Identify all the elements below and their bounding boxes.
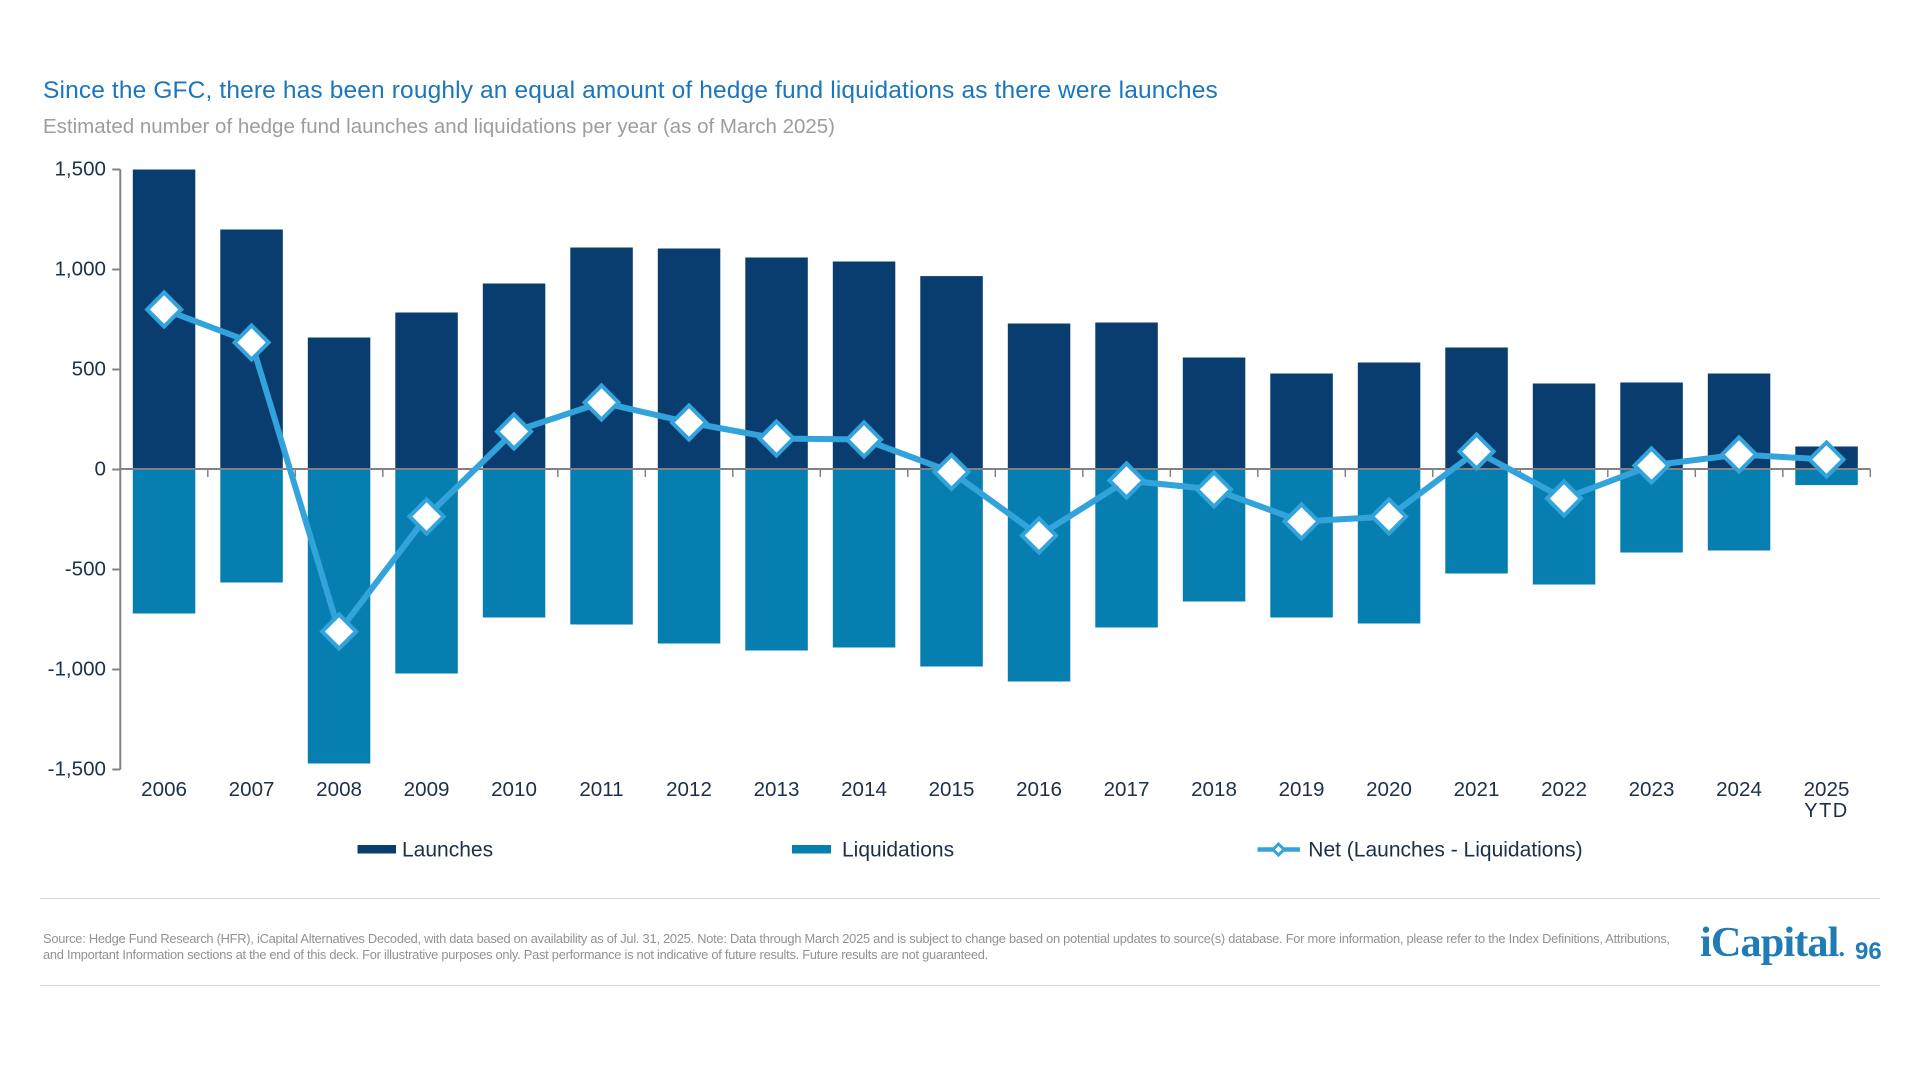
svg-text:2017: 2017 (1104, 778, 1150, 801)
svg-text:2014: 2014 (841, 778, 887, 801)
svg-text:2023: 2023 (1629, 778, 1675, 801)
svg-text:Launches: Launches (402, 838, 493, 861)
svg-text:2008: 2008 (316, 778, 362, 801)
svg-text:YTD: YTD (1804, 800, 1849, 822)
svg-text:Liquidations: Liquidations (842, 838, 954, 861)
svg-text:2013: 2013 (754, 778, 800, 801)
svg-text:2025: 2025 (1804, 778, 1850, 801)
svg-text:2024: 2024 (1716, 778, 1762, 801)
svg-text:2020: 2020 (1366, 778, 1412, 801)
svg-text:2011: 2011 (579, 778, 623, 801)
svg-text:2021: 2021 (1454, 778, 1500, 801)
svg-text:1,000: 1,000 (54, 258, 106, 281)
svg-text:2009: 2009 (404, 778, 450, 801)
svg-text:-1,000: -1,000 (48, 658, 106, 681)
svg-text:2016: 2016 (1016, 778, 1062, 801)
svg-text:2019: 2019 (1279, 778, 1325, 801)
svg-text:-1,500: -1,500 (48, 758, 106, 781)
svg-text:2022: 2022 (1541, 778, 1587, 801)
svg-text:0: 0 (95, 458, 106, 481)
svg-text:2007: 2007 (229, 778, 275, 801)
svg-text:2006: 2006 (141, 778, 187, 801)
svg-text:2018: 2018 (1191, 778, 1237, 801)
svg-text:-500: -500 (65, 558, 106, 581)
svg-text:2015: 2015 (929, 778, 975, 801)
svg-text:Net (Launches - Liquidations): Net (Launches - Liquidations) (1308, 838, 1582, 861)
svg-text:2010: 2010 (491, 778, 537, 801)
svg-text:1,500: 1,500 (54, 158, 106, 181)
svg-text:2012: 2012 (666, 778, 712, 801)
svg-text:500: 500 (72, 358, 106, 381)
